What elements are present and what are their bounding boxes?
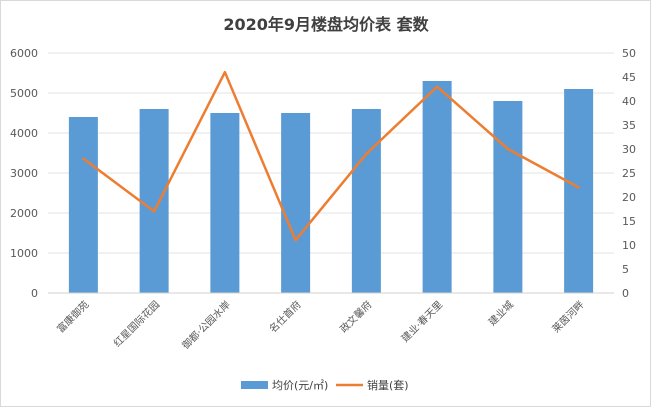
y-left-tick-label: 4000 (10, 127, 38, 140)
y-right-tick-label: 5 (622, 263, 629, 276)
bar (351, 109, 381, 293)
category-label: 莱茵河畔 (549, 298, 586, 335)
bar (281, 113, 311, 293)
category-label: 富康御苑 (54, 298, 91, 335)
legend-bar-swatch (241, 381, 268, 389)
y-right-tick-label: 20 (622, 191, 636, 204)
bar (139, 109, 169, 293)
y-left-tick-label: 1000 (10, 247, 38, 260)
y-left-tick-label: 5000 (10, 87, 38, 100)
y-right-tick-label: 15 (622, 215, 636, 228)
bar (68, 117, 98, 293)
legend: 均价(元/㎡) 销量(套) (241, 378, 409, 392)
y-right-tick-label: 45 (622, 71, 636, 84)
legend-line-label: 销量(套) (367, 378, 409, 392)
category-label: 建业城 (486, 298, 516, 328)
y-right-tick-label: 10 (622, 239, 636, 252)
y-right-tick-label: 50 (622, 47, 636, 60)
y-right-tick-label: 0 (622, 287, 629, 300)
legend-bar-label: 均价(元/㎡) (272, 379, 328, 392)
y-left-tick-label: 0 (31, 287, 38, 300)
y-right-tick-label: 35 (622, 119, 636, 132)
grid-layer (48, 52, 614, 254)
y-left-tick-label: 3000 (10, 167, 38, 180)
bar (493, 101, 523, 293)
bar (422, 81, 452, 293)
bar (564, 89, 594, 293)
category-label: 建业·春天里 (398, 298, 445, 345)
category-label: 御都·公园水岸 (179, 298, 233, 352)
y-right-tick-label: 40 (622, 95, 636, 108)
y-right-tick-label: 30 (622, 143, 636, 156)
line-series (82, 70, 580, 242)
y-left-tick-label: 2000 (10, 207, 38, 220)
y-right-tick-label: 25 (622, 167, 636, 180)
line-layer (82, 70, 580, 242)
chart-title: 2020年9月楼盘均价表 套数 (223, 15, 429, 34)
category-label: 名仕首府 (266, 298, 303, 335)
y-left-tick-label: 6000 (10, 47, 38, 60)
bar-layer (68, 81, 594, 293)
category-label: 政文馨府 (337, 298, 374, 335)
category-label: 红星国际花园 (111, 298, 163, 350)
bar (210, 113, 240, 293)
